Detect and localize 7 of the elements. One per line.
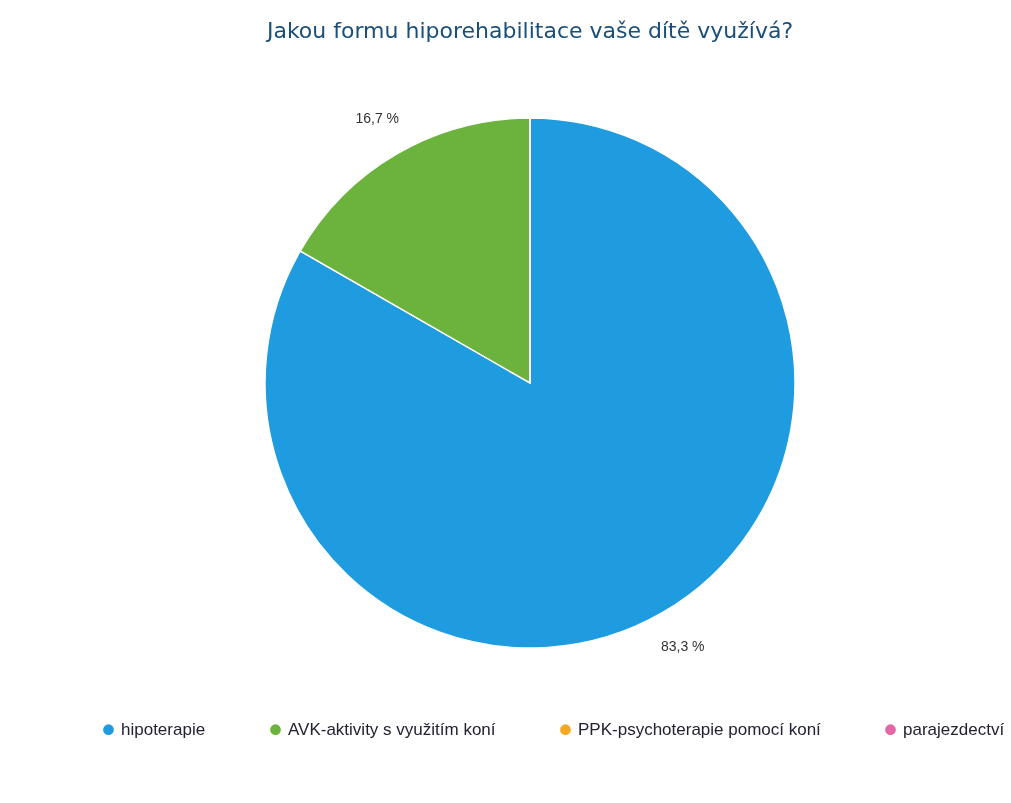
legend-label: AVK-aktivity s využitím koní xyxy=(288,719,496,739)
legend-label: hipoterapie xyxy=(121,719,206,739)
chart-title: Jakou formu hiporehabilitace vaše dítě využívá? xyxy=(264,18,794,43)
data-label: 16,7 % xyxy=(355,110,400,127)
legend-label: parajezdectví xyxy=(903,719,1005,739)
legend-label: PPK-psychoterapie pomocí koní xyxy=(578,719,822,739)
data-label: 83,3 % xyxy=(660,637,705,654)
